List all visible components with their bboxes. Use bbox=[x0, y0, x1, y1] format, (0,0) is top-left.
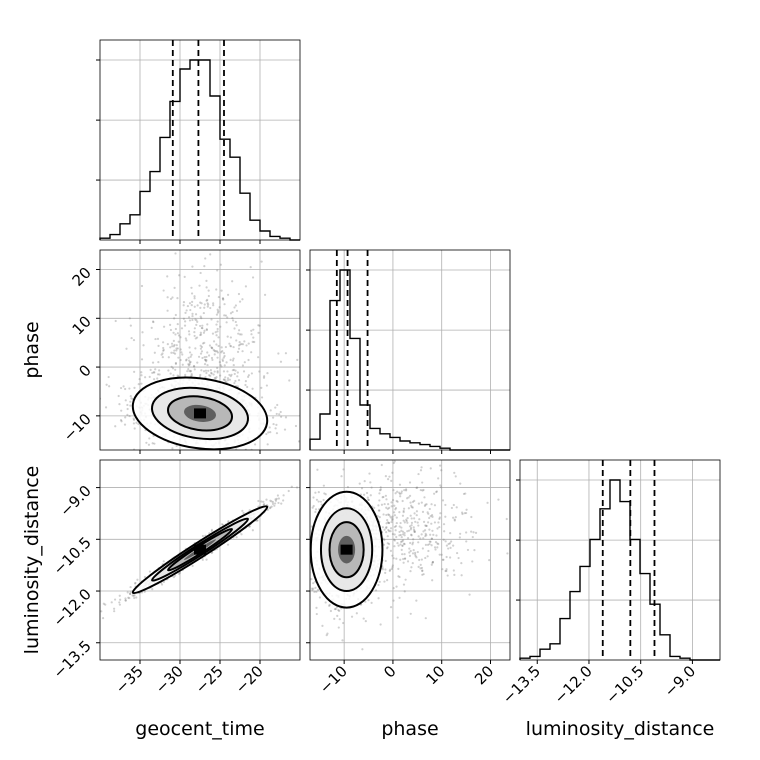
x-tick-label: −12.0 bbox=[551, 662, 596, 707]
scatter-panel-phase-luminosity_distance bbox=[309, 459, 511, 661]
scatter-panel-geocent_time-phase bbox=[99, 249, 301, 451]
y-tick-label: −10.5 bbox=[50, 533, 95, 578]
density-peak bbox=[340, 544, 353, 555]
x-axis-label-geocent_time: geocent_time bbox=[135, 718, 264, 740]
density-peak bbox=[194, 544, 206, 555]
panel-frame bbox=[99, 249, 301, 451]
hist-panel-luminosity_distance bbox=[516, 459, 721, 661]
x-tick-label: −25 bbox=[192, 662, 227, 697]
x-axis-label-luminosity_distance: luminosity_distance bbox=[526, 718, 715, 740]
x-tick-label: 20 bbox=[471, 662, 497, 688]
density-peak bbox=[194, 408, 206, 419]
x-tick-label: −9.0 bbox=[661, 662, 699, 700]
panel-frame bbox=[309, 459, 511, 661]
x-tick-label: −10.5 bbox=[602, 662, 647, 707]
hist-panel-geocent_time bbox=[96, 39, 301, 241]
panel-frame bbox=[99, 459, 301, 661]
x-tick-label: −20 bbox=[232, 662, 267, 697]
x-tick-label: −30 bbox=[152, 662, 187, 697]
x-tick-label: 10 bbox=[422, 662, 448, 688]
hist-outline bbox=[519, 479, 720, 661]
y-tick-label: −13.5 bbox=[50, 637, 95, 682]
y-tick-label: 10 bbox=[69, 312, 95, 338]
panel-frame bbox=[519, 459, 721, 661]
scatter-points bbox=[100, 252, 300, 450]
panel-frame bbox=[99, 39, 301, 241]
scatter-panel-geocent_time-luminosity_distance bbox=[99, 459, 301, 661]
panel-frame bbox=[309, 249, 511, 451]
hist-outline bbox=[309, 269, 510, 451]
y-axis-label-phase: phase bbox=[21, 321, 43, 378]
hist-panel-phase bbox=[306, 249, 511, 451]
x-tick-label: −13.5 bbox=[499, 662, 544, 707]
x-tick-label: −10 bbox=[316, 662, 351, 697]
y-tick-label: −9.0 bbox=[56, 482, 94, 520]
x-tick-label: −35 bbox=[112, 662, 147, 697]
hist-outline bbox=[99, 59, 300, 241]
y-axis-label-luminosity_distance: luminosity_distance bbox=[21, 466, 43, 655]
y-tick-label: −12.0 bbox=[50, 585, 95, 630]
y-tick-label: 20 bbox=[69, 264, 95, 290]
x-axis-label-phase: phase bbox=[381, 718, 438, 740]
x-tick-label: 0 bbox=[380, 662, 399, 681]
y-tick-label: −10 bbox=[60, 410, 95, 445]
y-tick-label: 0 bbox=[75, 361, 94, 380]
